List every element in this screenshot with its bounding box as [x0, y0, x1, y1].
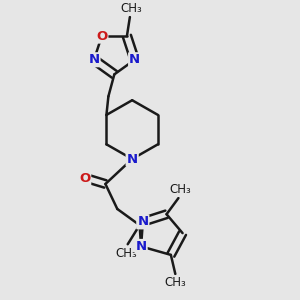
Text: CH₃: CH₃ — [169, 183, 191, 196]
Text: O: O — [79, 172, 90, 184]
Text: CH₃: CH₃ — [164, 276, 186, 289]
Text: CH₃: CH₃ — [115, 247, 137, 260]
Text: N: N — [136, 240, 147, 253]
Text: N: N — [137, 215, 148, 228]
Text: N: N — [129, 53, 140, 66]
Text: CH₃: CH₃ — [121, 2, 142, 15]
Text: O: O — [96, 30, 107, 43]
Text: N: N — [88, 53, 100, 66]
Text: N: N — [127, 152, 138, 166]
